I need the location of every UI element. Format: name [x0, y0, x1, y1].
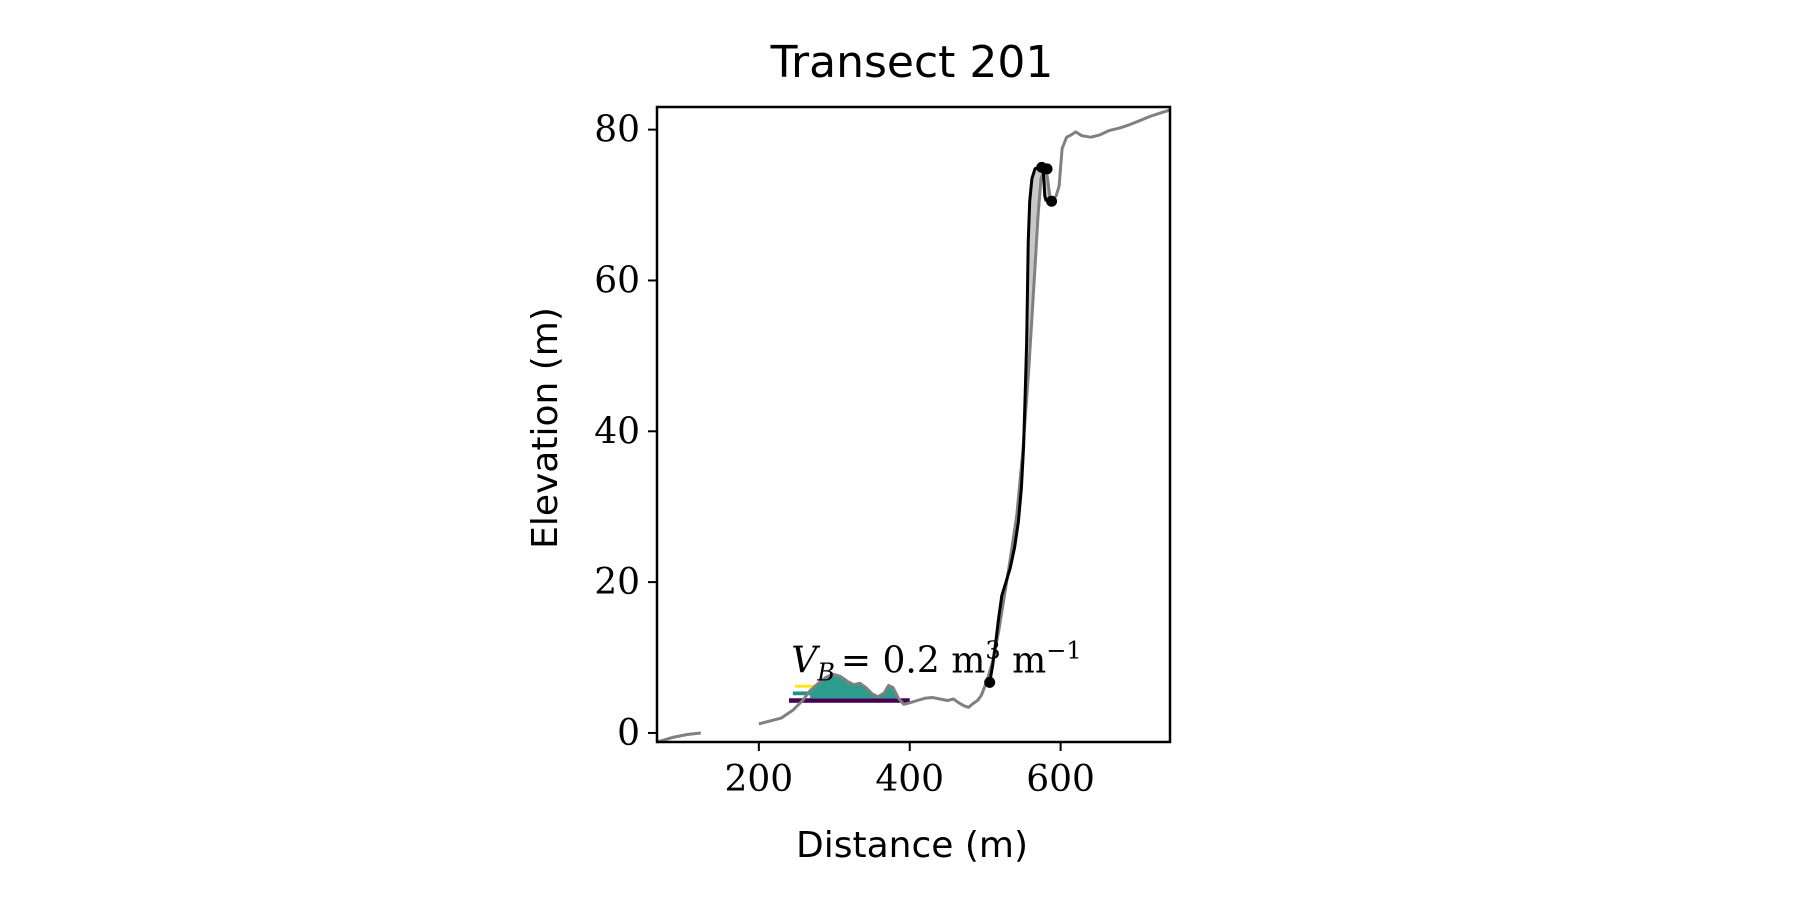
- y-tick-label-40: 40: [594, 411, 640, 452]
- level-band-2: [795, 684, 827, 688]
- plot-frame: [655, 105, 1172, 744]
- y-tick-label-20: 20: [594, 562, 640, 603]
- x-axis: 200 400 600: [724, 742, 1095, 800]
- annotation-subscript: B: [816, 659, 835, 687]
- level-band-0: [789, 698, 910, 703]
- x-axis-label: Distance (m): [796, 825, 1028, 866]
- fit-marker-0: [984, 676, 996, 688]
- profile-line-1: [758, 108, 1171, 726]
- y-tick-label-0: 0: [617, 713, 640, 754]
- y-axis-label: Elevation (m): [525, 307, 566, 549]
- annotation-value: = 0.2 m: [841, 641, 985, 682]
- x-tick-label-600: 600: [1026, 759, 1095, 800]
- annotation-unit: m: [1001, 641, 1047, 682]
- y-tick-label-80: 80: [594, 110, 640, 151]
- volume-annotation: VB = 0.2 m3 m−1: [791, 637, 1081, 687]
- annotation-exp1: 3: [985, 637, 1000, 665]
- x-tick-label-400: 400: [875, 759, 944, 800]
- x-tick-label-200: 200: [724, 759, 793, 800]
- y-tick-label-60: 60: [594, 260, 640, 301]
- fit-marker-2: [1041, 163, 1053, 175]
- cliff-fill-region: [986, 167, 1054, 683]
- profile-line-0: [656, 731, 701, 744]
- plot-layers: [656, 108, 1171, 744]
- annotation-exp2: −1: [1046, 637, 1081, 665]
- beach-fill-region: [810, 674, 899, 699]
- annotation-prefix: V: [791, 641, 821, 682]
- chart-title: Transect 201: [770, 37, 1054, 88]
- y-axis: 0 20 40 60 80: [594, 110, 657, 754]
- fit-marker-3: [1046, 195, 1058, 207]
